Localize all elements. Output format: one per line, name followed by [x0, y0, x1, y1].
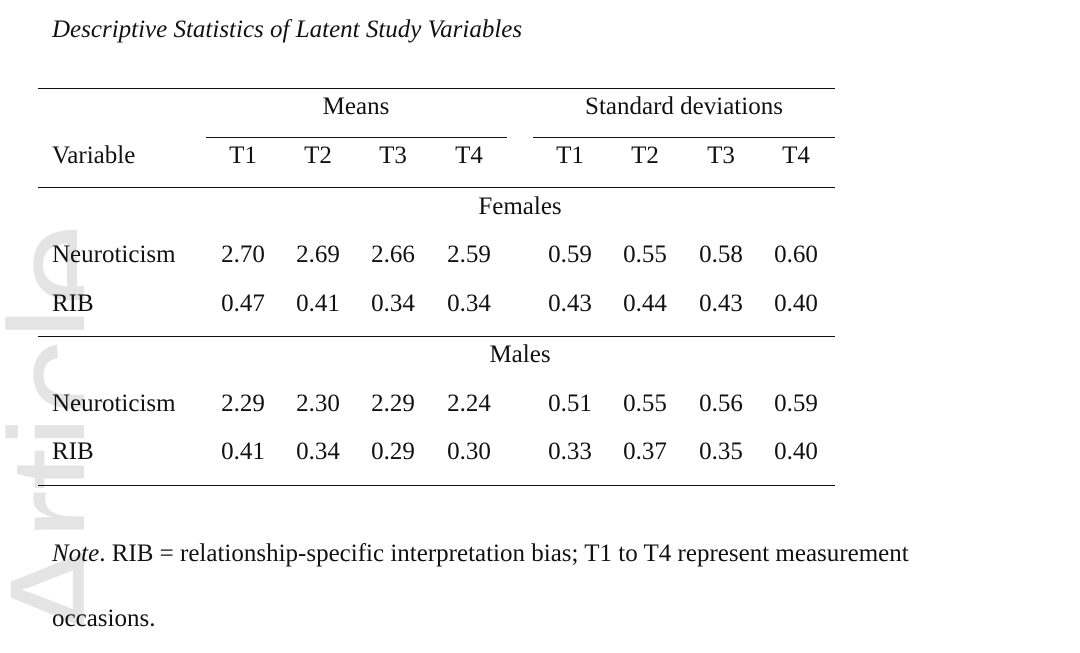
section-label-females: Females — [478, 193, 562, 220]
sd-t2-cell: 0.37 — [623, 438, 667, 465]
mean-t4-cell: 0.30 — [447, 438, 491, 465]
mean-t4-cell: 2.24 — [447, 390, 491, 417]
sd-t2-cell: 0.55 — [623, 241, 667, 268]
sd-group-rule — [533, 137, 835, 138]
mean-t2-cell: 2.30 — [296, 390, 340, 417]
mean-t3-cell: 2.29 — [371, 390, 415, 417]
table-top-rule — [38, 88, 835, 89]
sd-t4-cell: 0.40 — [774, 438, 818, 465]
row-variable: Neuroticism — [52, 390, 176, 417]
section-divider-rule — [38, 336, 835, 337]
note-label: Note — [52, 540, 100, 567]
watermark-text: Article — [0, 223, 84, 640]
sd-t1-cell: 0.51 — [548, 390, 592, 417]
sd-t3-cell: 0.35 — [699, 438, 743, 465]
mean-t2-cell: 2.69 — [296, 241, 340, 268]
mean-t2-header: T2 — [304, 142, 332, 169]
sd-t3-header: T3 — [707, 142, 735, 169]
sd-group-header: Standard deviations — [585, 93, 783, 120]
mean-t1-cell: 0.47 — [221, 290, 265, 317]
sd-t3-cell: 0.58 — [699, 241, 743, 268]
mean-t4-cell: 2.59 — [447, 241, 491, 268]
header-bottom-rule — [38, 187, 835, 188]
mean-t3-cell: 0.34 — [371, 290, 415, 317]
sd-t2-header: T2 — [631, 142, 659, 169]
section-label-males: Males — [489, 341, 551, 368]
sd-t4-cell: 0.59 — [774, 390, 818, 417]
row-variable: RIB — [52, 438, 94, 465]
sd-t1-cell: 0.33 — [548, 438, 592, 465]
sd-t1-cell: 0.59 — [548, 241, 592, 268]
mean-t3-cell: 2.66 — [371, 241, 415, 268]
sd-t1-header: T1 — [556, 142, 584, 169]
mean-t2-cell: 0.34 — [296, 438, 340, 465]
sd-t3-cell: 0.56 — [699, 390, 743, 417]
sd-t4-cell: 0.40 — [774, 290, 818, 317]
means-group-rule — [206, 137, 507, 138]
note-text: . RIB = relationship-specific interpreta… — [99, 540, 909, 567]
means-group-header: Means — [322, 93, 390, 120]
mean-t1-cell: 2.70 — [221, 241, 265, 268]
mean-t2-cell: 0.41 — [296, 290, 340, 317]
mean-t4-cell: 0.34 — [447, 290, 491, 317]
table-title: Descriptive Statistics of Latent Study V… — [52, 16, 523, 43]
table-bottom-rule — [38, 485, 835, 486]
sd-t4-header: T4 — [782, 142, 810, 169]
mean-t1-cell: 0.41 — [221, 438, 265, 465]
table-note: Note. RIB = relationship-specific interp… — [52, 540, 909, 568]
row-variable: Neuroticism — [52, 241, 176, 268]
variable-header: Variable — [52, 142, 136, 169]
mean-t1-header: T1 — [229, 142, 257, 169]
mean-t4-header: T4 — [455, 142, 483, 169]
sd-t4-cell: 0.60 — [774, 241, 818, 268]
row-variable: RIB — [52, 290, 94, 317]
mean-t1-cell: 2.29 — [221, 390, 265, 417]
sd-t3-cell: 0.43 — [699, 290, 743, 317]
mean-t3-header: T3 — [379, 142, 407, 169]
sd-t2-cell: 0.55 — [623, 390, 667, 417]
sd-t2-cell: 0.44 — [623, 290, 667, 317]
mean-t3-cell: 0.29 — [371, 438, 415, 465]
table-note-continuation: occasions. — [52, 605, 156, 632]
sd-t1-cell: 0.43 — [548, 290, 592, 317]
